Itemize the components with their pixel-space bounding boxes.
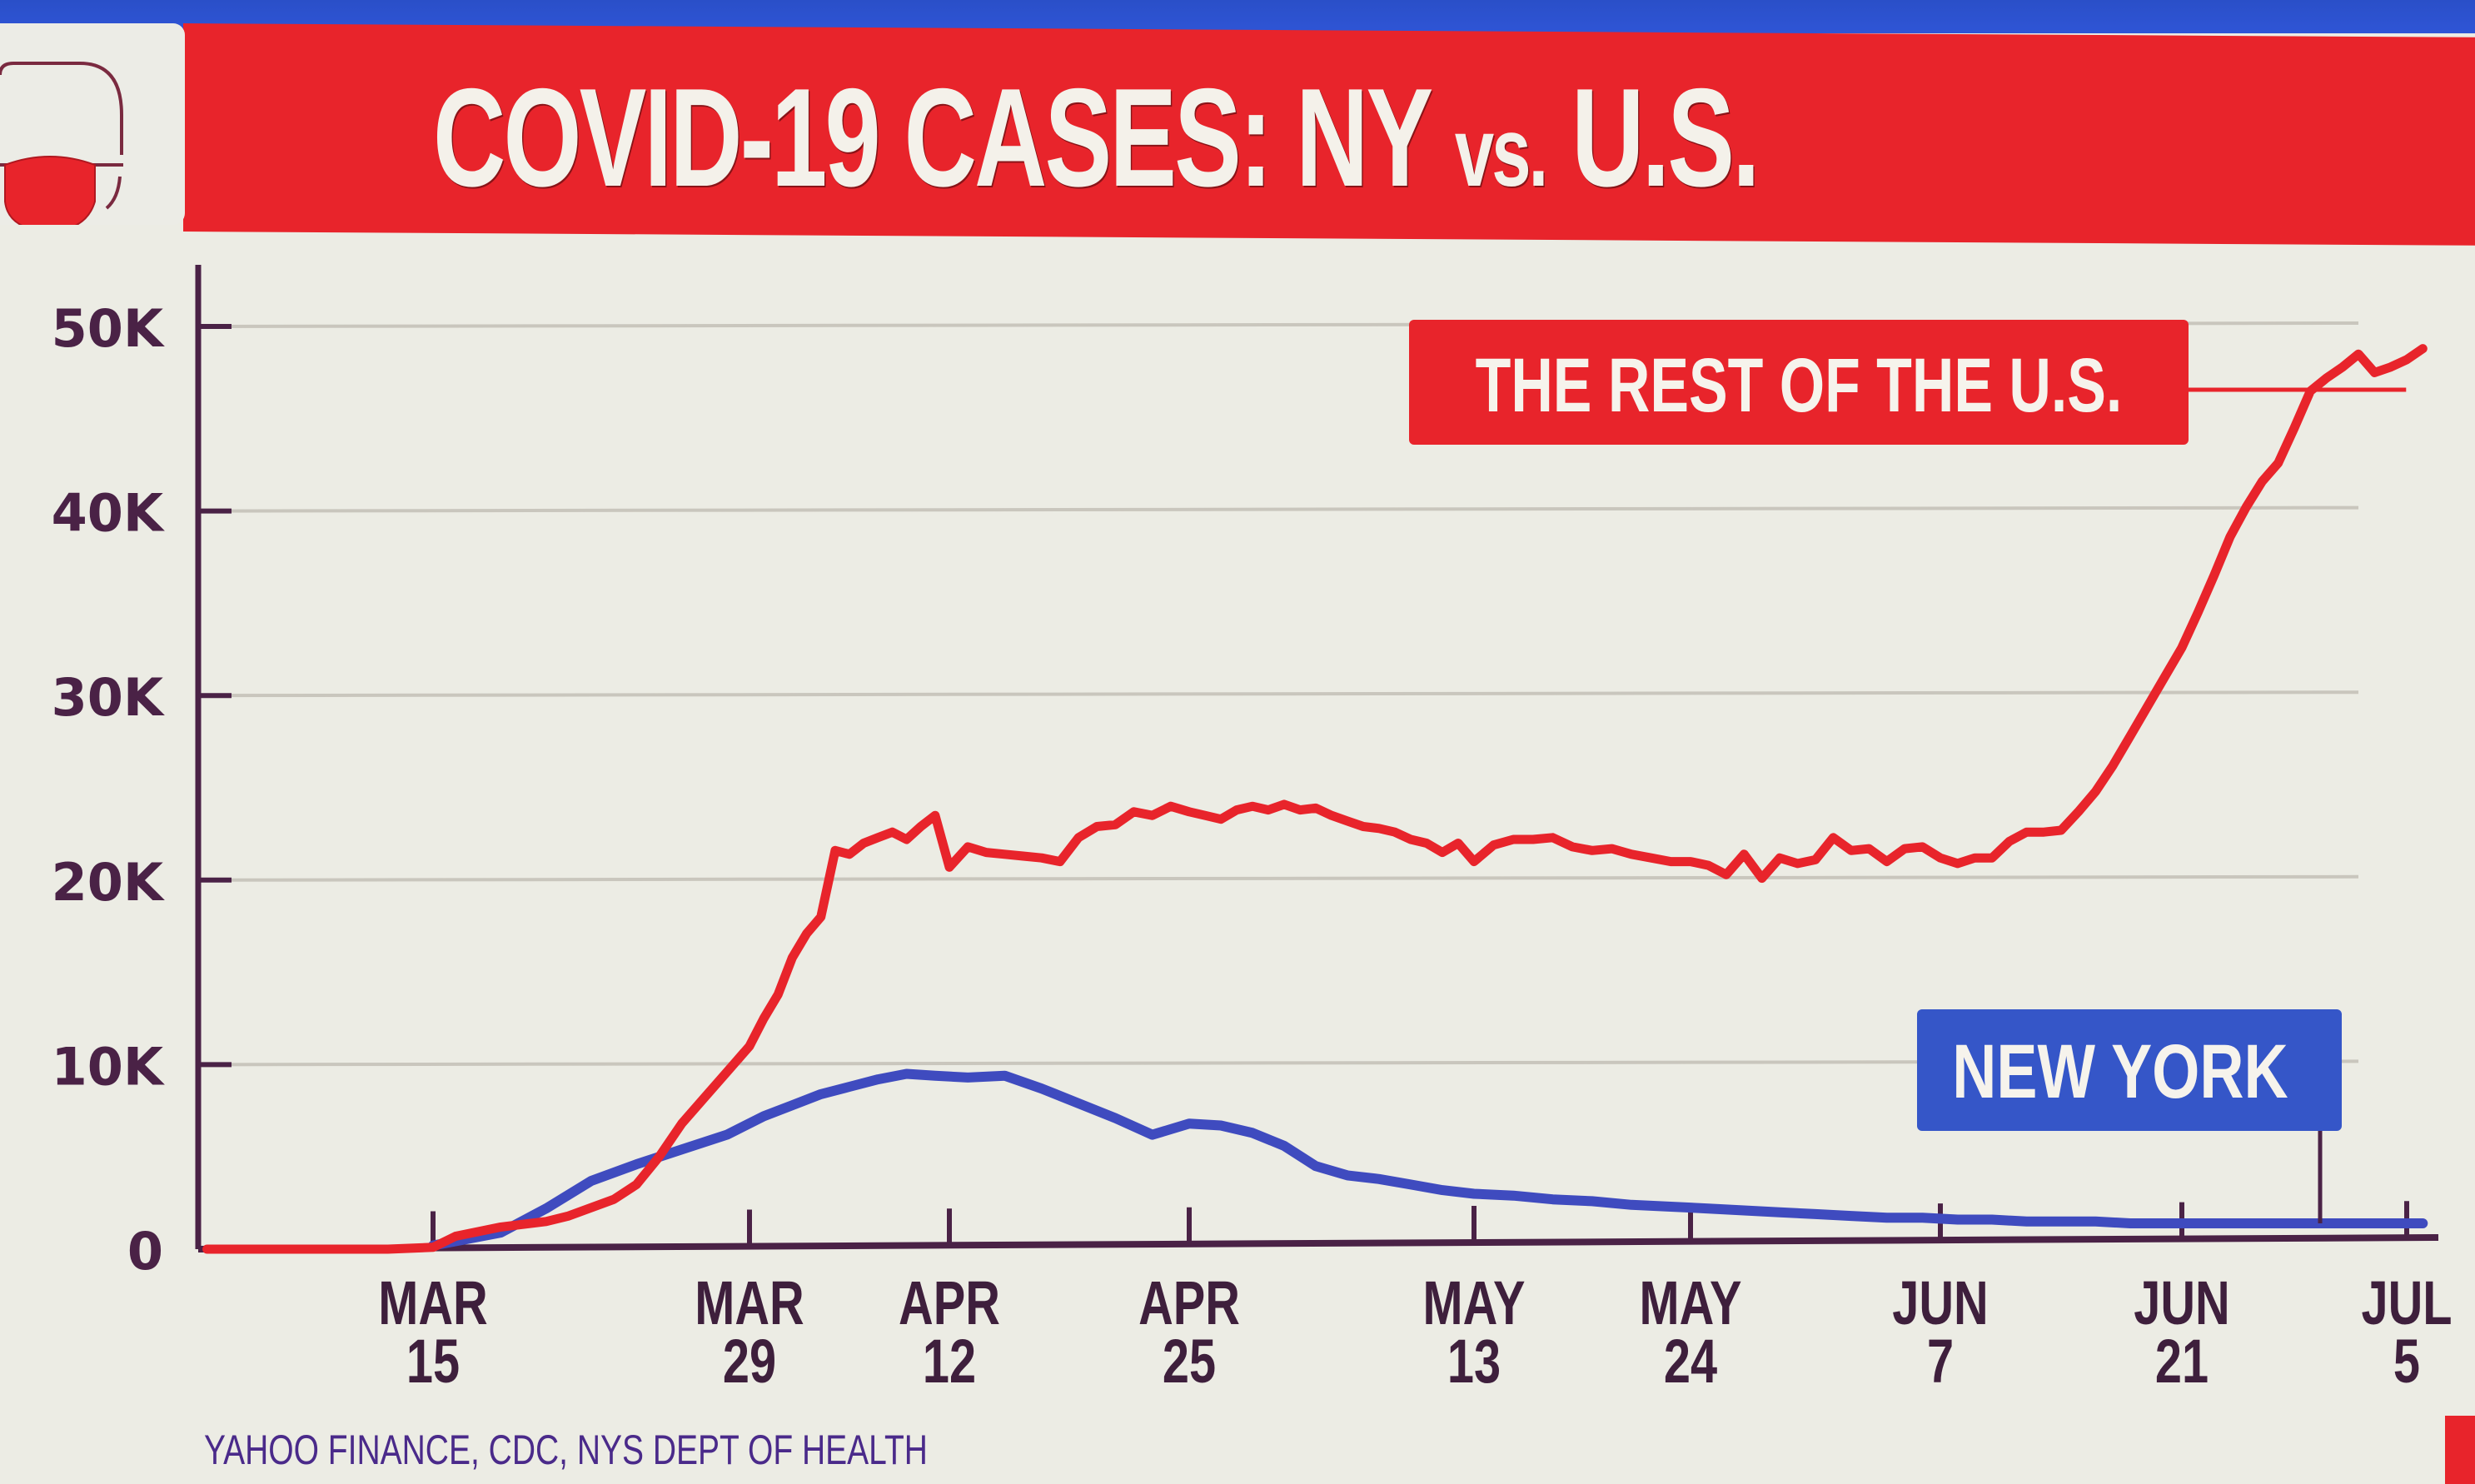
chart-title: COVID-19 CASES: NY vs. U.S. <box>433 50 1760 225</box>
y-tick-label: 50K <box>52 298 165 359</box>
x-tick-label-month: MAR <box>695 1269 804 1338</box>
series-line-rest-of-us <box>202 344 2428 1254</box>
x-axis: MAR15MAR29APR12APR25MAY13MAY24JUN7JUN21J… <box>197 1201 2453 1397</box>
x-tick-label-month: MAR <box>378 1269 487 1338</box>
series-labels: THE REST OF THE U.S. NEW YORK <box>1409 320 2407 1223</box>
x-tick-label-day: 24 <box>1664 1327 1717 1397</box>
title-vs: vs. <box>1454 97 1548 207</box>
x-tick-label-day: 29 <box>723 1327 776 1397</box>
x-tick-label-day: 7 <box>1927 1327 1954 1397</box>
ny-label-text: NEW YORK <box>1952 1028 2288 1114</box>
x-tick-label-day: 25 <box>1163 1327 1216 1397</box>
corner-red-block <box>2445 1416 2475 1484</box>
ny-label-box <box>1917 1009 2342 1131</box>
source-credit: YAHOO FINANCE, CDC, NYS DEPT OF HEALTH <box>204 1427 928 1473</box>
x-tick-label-day: 15 <box>406 1327 460 1397</box>
y-tick-label: 0 <box>127 1221 163 1282</box>
us-label-text: THE REST OF THE U.S. <box>1476 343 2123 428</box>
x-tick-label-month: APR <box>1138 1269 1240 1338</box>
x-tick-label-month: JUL <box>2361 1269 2452 1338</box>
x-tick-label-month: APR <box>899 1269 1000 1338</box>
y-tick-label: 10K <box>52 1036 165 1097</box>
x-tick-label-day: 13 <box>1447 1327 1501 1397</box>
face-mask-icon <box>0 62 123 233</box>
y-tick-label: 30K <box>52 667 165 728</box>
x-tick-label-day: 21 <box>2155 1327 2209 1397</box>
title-tail: U.S. <box>1571 59 1760 216</box>
gridline-30K <box>201 690 2359 698</box>
x-tick-label-month: JUN <box>1892 1269 1988 1338</box>
x-tick-label-month: MAY <box>1423 1269 1526 1338</box>
y-tick-label: 20K <box>52 852 165 913</box>
us-label-box <box>1409 320 2189 445</box>
title-main: COVID-19 CASES: NY <box>433 59 1432 216</box>
x-axis-line <box>197 1234 2439 1252</box>
y-axis: 0 10K 20K 30K 40K 50K <box>52 265 232 1282</box>
gridline-40K <box>201 505 2359 513</box>
x-tick-label-month: JUN <box>2134 1269 2229 1338</box>
logo-box <box>0 23 185 233</box>
series-lines <box>202 344 2428 1254</box>
x-tick-label-day: 5 <box>2393 1327 2420 1397</box>
x-tick-label-month: MAY <box>1640 1269 1742 1338</box>
gridline-20K <box>201 874 2359 882</box>
x-tick-label-day: 12 <box>923 1327 976 1397</box>
y-tick-label: 40K <box>52 483 165 544</box>
